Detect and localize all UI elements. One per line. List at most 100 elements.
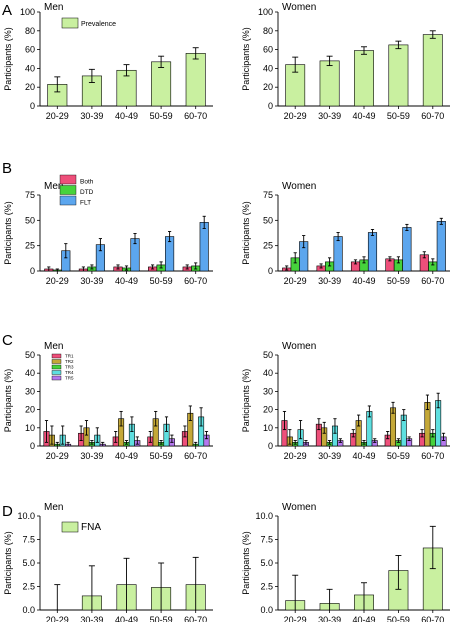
x-tick-label: 60-70 (421, 451, 444, 461)
x-tick-label: 50-59 (387, 451, 410, 461)
y-axis-label: Participants (%) (241, 531, 251, 595)
x-tick-label: 20-29 (284, 111, 307, 121)
y-tick-label: 75 (263, 190, 273, 200)
x-tick-label: 60-70 (184, 111, 207, 121)
y-axis-label: Participants (%) (241, 369, 251, 433)
y-axis-label: Participants (%) (3, 27, 13, 91)
y-tick-label: 0 (268, 101, 273, 111)
bar (319, 60, 340, 107)
chart-D-men: Men 0.0 2.5 5.0 7.5 10.0 Participants (%) 20-29… (3, 502, 213, 622)
x-tick-label: 20-29 (46, 451, 69, 461)
panel-letter-d: D (2, 503, 13, 520)
x-tick-label: 40-49 (352, 615, 375, 622)
legend-swatch (61, 521, 79, 533)
x-tick-label: 40-49 (115, 276, 138, 286)
panel-letter-b: B (2, 160, 12, 177)
y-axis-label: Participants (%) (3, 369, 13, 433)
y-tick-label: 100 (258, 7, 273, 17)
legend-swatch (51, 375, 62, 381)
y-tick-label: 5.0 (22, 558, 35, 568)
x-tick-label: 20-29 (284, 615, 307, 622)
y-tick-label: 40 (263, 63, 273, 73)
chart-D-women: Women 0.0 2.5 5.0 7.5 10.0 Participants (%) 20-… (241, 502, 450, 622)
x-tick-label: 20-29 (284, 276, 307, 286)
bar (402, 227, 412, 272)
y-tick-label: 0 (30, 101, 35, 111)
y-tick-label: 40 (25, 368, 35, 378)
x-tick-label: 20-29 (46, 111, 69, 121)
y-tick-label: 50 (25, 350, 35, 360)
y-tick-label: 7.5 (260, 535, 273, 545)
y-tick-label: 0.0 (22, 605, 35, 615)
legend-label: TR2 (65, 359, 74, 364)
x-tick-label: 20-29 (284, 451, 307, 461)
chart-C-women: Women 0 10 20 30 40 50 Participants (%) 20-29 30-… (241, 341, 450, 461)
y-tick-label: 100 (20, 7, 35, 17)
panel-letter-c: C (2, 332, 13, 349)
y-tick-label: 60 (25, 45, 35, 55)
chart-A-women: Women 0 20 40 60 80 100 Participants (%) 20-29 30… (241, 2, 450, 121)
legend-swatch (59, 174, 77, 185)
bar (436, 221, 446, 272)
y-tick-label: 0.0 (260, 605, 273, 615)
y-tick-label: 75 (25, 190, 35, 200)
bar (367, 232, 378, 272)
chart-title: Women (282, 181, 316, 192)
chart-title: Women (282, 2, 316, 13)
y-tick-label: 20 (25, 82, 35, 92)
bar (388, 44, 409, 107)
y-tick-label: 10 (25, 423, 35, 433)
legend-label: Prevalence (81, 21, 116, 28)
bar (199, 222, 209, 272)
x-tick-label: 60-70 (184, 615, 207, 622)
legend-label: Both (80, 179, 94, 186)
x-tick-label: 30-39 (318, 451, 341, 461)
x-tick-label: 60-70 (421, 276, 444, 286)
x-tick-label: 40-49 (352, 111, 375, 121)
x-tick-label: 60-70 (184, 451, 207, 461)
x-tick-label: 30-39 (318, 111, 341, 121)
x-tick-label: 30-39 (80, 111, 103, 121)
x-tick-label: 60-70 (184, 276, 207, 286)
x-tick-label: 30-39 (80, 276, 103, 286)
y-tick-label: 7.5 (22, 535, 35, 545)
y-tick-label: 30 (25, 386, 35, 396)
x-tick-label: 30-39 (318, 615, 341, 622)
chart-title: Women (282, 502, 316, 513)
x-tick-label: 50-59 (387, 615, 410, 622)
x-tick-label: 40-49 (115, 615, 138, 622)
x-tick-label: 50-59 (150, 276, 173, 286)
chart-B-men: Men 0 25 50 75 Participants (%) 20-29 30-39 40-4… (3, 174, 213, 286)
legend-label: TR4 (65, 370, 74, 375)
y-tick-label: 0 (30, 266, 35, 276)
y-tick-label: 0 (268, 266, 273, 276)
legend-label: TR5 (65, 376, 74, 381)
bar (354, 50, 374, 107)
x-tick-label: 50-59 (387, 276, 410, 286)
legend-swatch (59, 195, 77, 206)
x-tick-label: 20-29 (46, 276, 69, 286)
bar (422, 34, 443, 107)
panel-letter-a: A (2, 2, 12, 19)
legend-swatch (51, 370, 62, 375)
legend-swatch (61, 17, 79, 29)
x-tick-label: 50-59 (150, 615, 173, 622)
y-tick-label: 50 (25, 215, 35, 225)
y-axis-label: Participants (%) (3, 531, 13, 595)
x-tick-label: 50-59 (387, 111, 410, 121)
y-tick-label: 25 (263, 241, 273, 251)
legend-swatch (51, 353, 62, 359)
chart-C-men: Men 0 10 20 30 40 50 Participants (%) 20-29 30-39… (3, 341, 213, 461)
y-tick-label: 10.0 (255, 511, 273, 521)
chart-B-women: Women 0 25 50 75 Participants (%) 20-29 30-39 40… (241, 181, 450, 286)
x-tick-label: 40-49 (115, 451, 138, 461)
y-tick-label: 10 (263, 423, 273, 433)
x-tick-label: 60-70 (421, 111, 444, 121)
chart-title: Men (44, 2, 63, 13)
chart-title: Men (44, 341, 63, 352)
legend-label: DTD (80, 189, 94, 196)
legend-label: TR1 (65, 354, 74, 359)
bar (185, 53, 206, 107)
y-tick-label: 40 (25, 63, 35, 73)
